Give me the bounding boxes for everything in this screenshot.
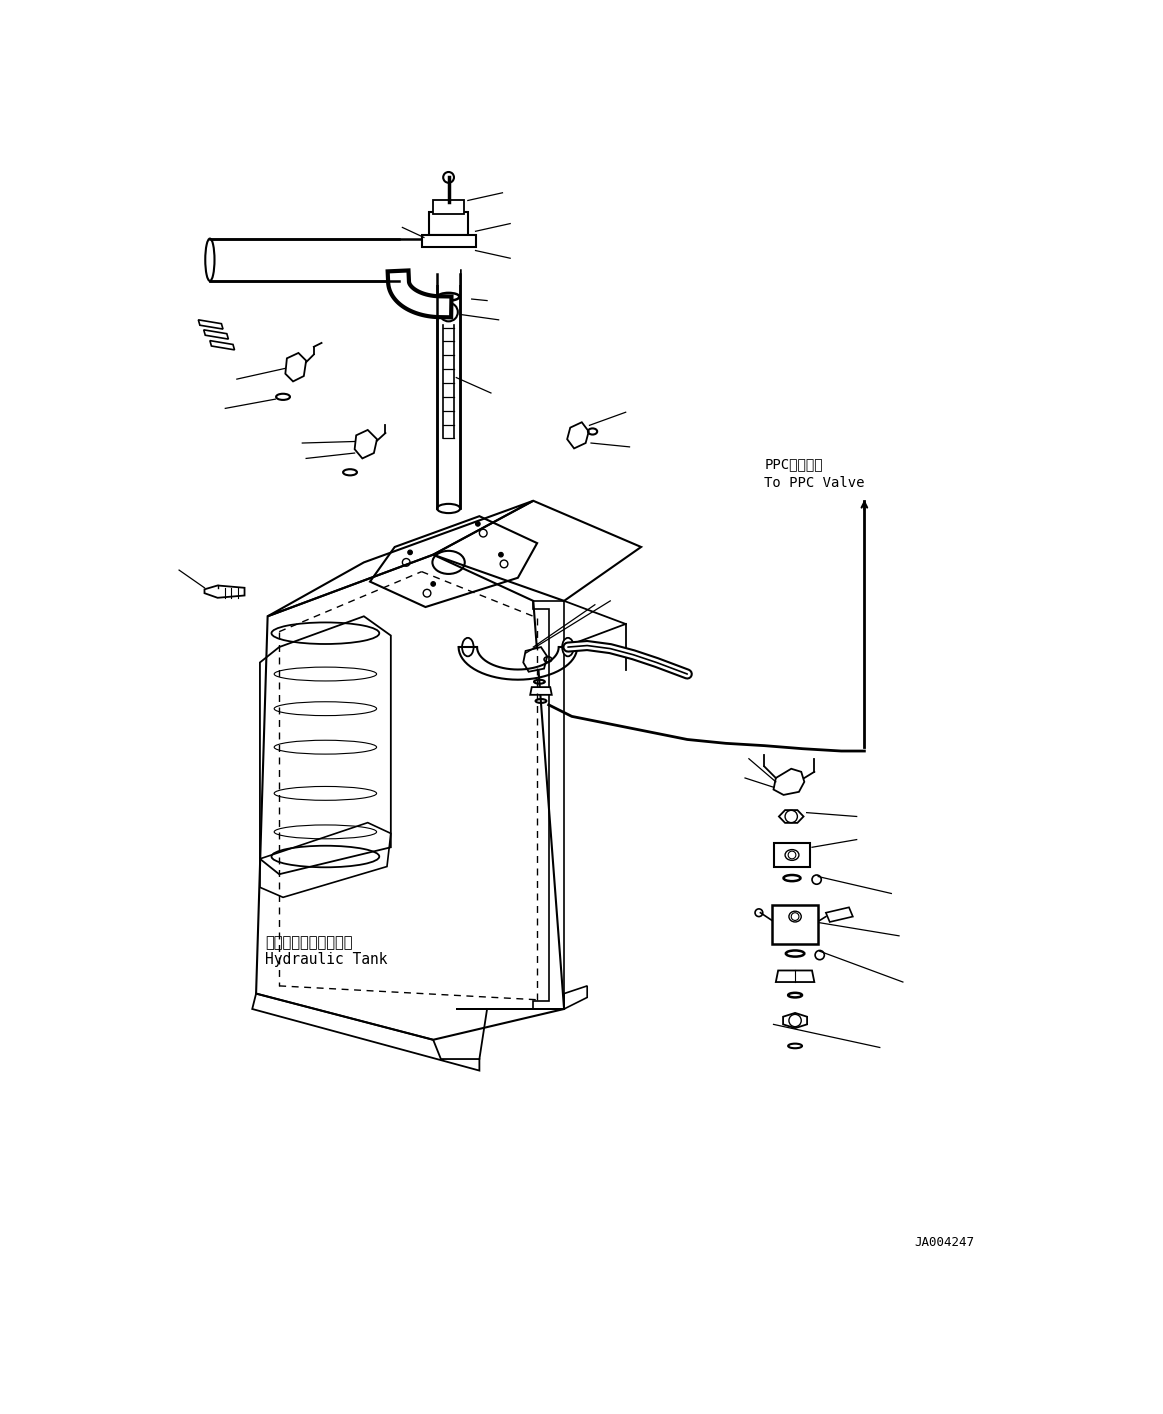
Polygon shape xyxy=(209,239,449,281)
Polygon shape xyxy=(773,769,805,795)
Text: To PPC Valve: To PPC Valve xyxy=(764,477,865,489)
Circle shape xyxy=(440,303,458,321)
Polygon shape xyxy=(523,648,547,672)
Polygon shape xyxy=(204,329,228,339)
Circle shape xyxy=(476,522,480,526)
Ellipse shape xyxy=(462,638,473,656)
Circle shape xyxy=(499,553,504,557)
Text: PPCバルブへ: PPCバルブへ xyxy=(764,458,823,471)
Circle shape xyxy=(408,550,413,554)
Polygon shape xyxy=(772,905,819,943)
Polygon shape xyxy=(437,270,461,509)
Polygon shape xyxy=(779,810,804,823)
Polygon shape xyxy=(199,320,223,329)
Polygon shape xyxy=(205,585,244,598)
Circle shape xyxy=(755,909,763,916)
Circle shape xyxy=(443,173,454,182)
Polygon shape xyxy=(394,246,452,286)
Polygon shape xyxy=(530,687,551,694)
Ellipse shape xyxy=(437,503,461,513)
Polygon shape xyxy=(437,239,461,286)
Polygon shape xyxy=(285,354,306,382)
Polygon shape xyxy=(783,1012,807,1028)
Polygon shape xyxy=(429,212,468,235)
Polygon shape xyxy=(422,235,476,246)
Polygon shape xyxy=(568,423,588,448)
Text: ハイドロリックタンク: ハイドロリックタンク xyxy=(265,936,352,950)
Polygon shape xyxy=(209,341,235,349)
Polygon shape xyxy=(433,201,464,214)
Polygon shape xyxy=(355,430,377,458)
Polygon shape xyxy=(826,908,852,922)
Ellipse shape xyxy=(205,239,214,281)
Polygon shape xyxy=(776,970,814,983)
Text: JA004247: JA004247 xyxy=(914,1236,975,1249)
Ellipse shape xyxy=(562,638,573,656)
Text: Hydraulic Tank: Hydraulic Tank xyxy=(265,952,387,967)
Polygon shape xyxy=(773,843,811,867)
Circle shape xyxy=(430,581,435,587)
